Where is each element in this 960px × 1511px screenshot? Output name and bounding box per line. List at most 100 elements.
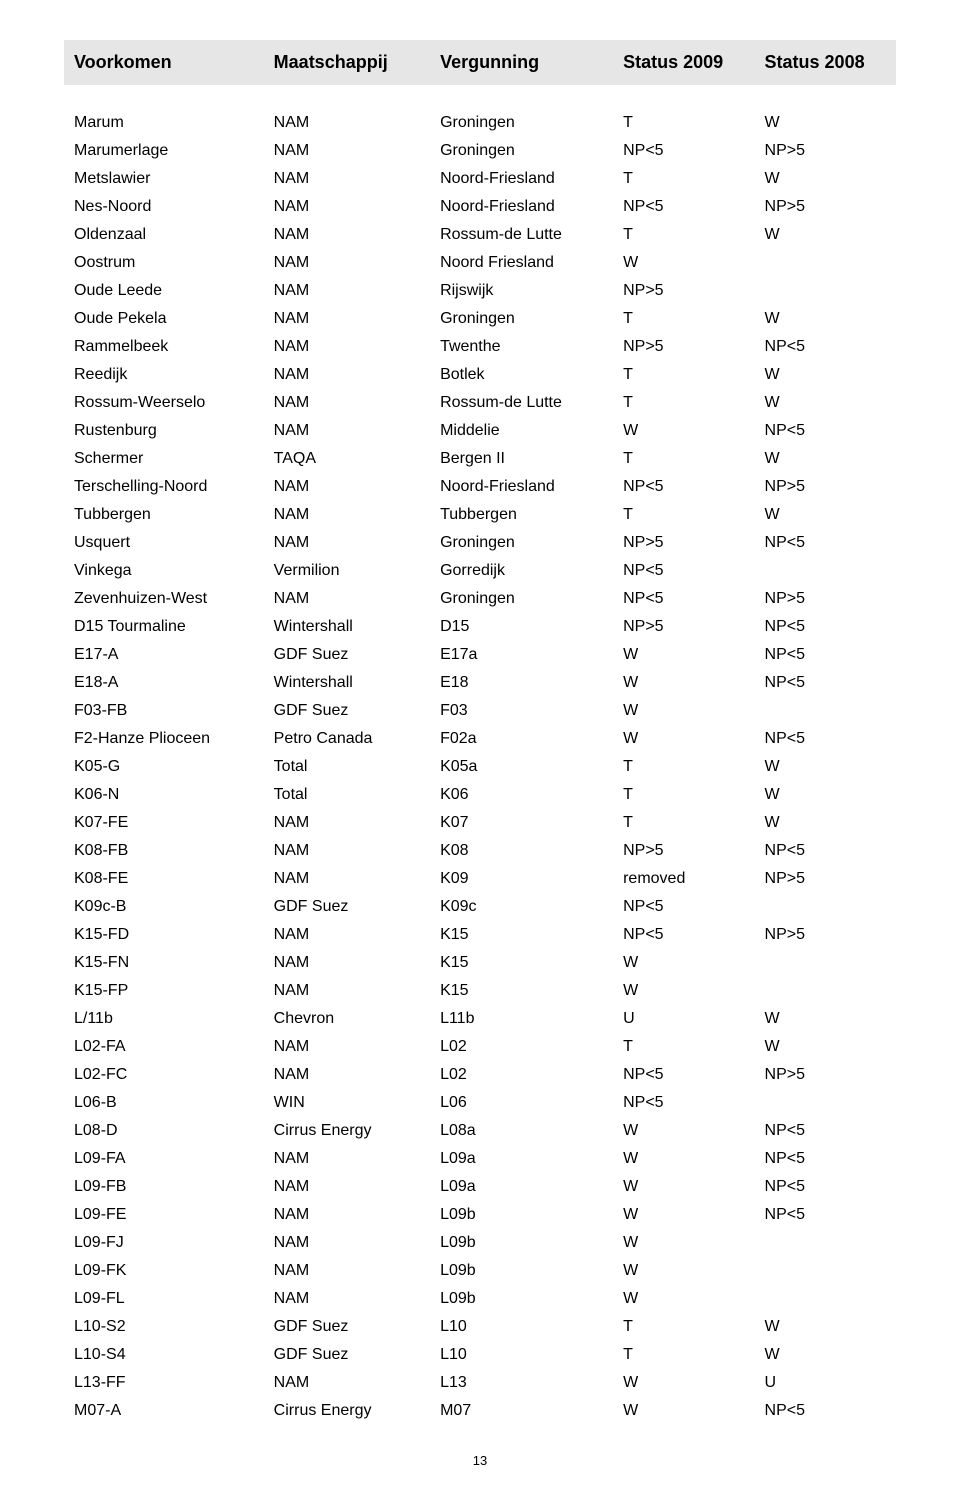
table-cell: W <box>755 1341 896 1369</box>
table-row: L02-FCNAML02NP<5NP>5 <box>64 1061 896 1089</box>
table-cell: Reedijk <box>64 361 264 389</box>
table-cell: L09a <box>430 1145 613 1173</box>
table-cell: T <box>613 501 754 529</box>
spacer-row <box>64 85 896 109</box>
table-row: M07-ACirrus EnergyM07WNP<5 <box>64 1397 896 1425</box>
table-cell: L/11b <box>64 1005 264 1033</box>
table-cell <box>755 1229 896 1257</box>
table-row: OostrumNAMNoord FrieslandW <box>64 249 896 277</box>
table-row: Terschelling-NoordNAMNoord-FrieslandNP<5… <box>64 473 896 501</box>
table-row: E17-AGDF SuezE17aWNP<5 <box>64 641 896 669</box>
table-row: K08-FENAMK09removedNP>5 <box>64 865 896 893</box>
table-cell: NP<5 <box>613 1061 754 1089</box>
table-cell: NAM <box>264 1257 430 1285</box>
table-cell: Oldenzaal <box>64 221 264 249</box>
table-cell: W <box>755 809 896 837</box>
table-cell: W <box>755 361 896 389</box>
table-cell: K07 <box>430 809 613 837</box>
table-cell: NAM <box>264 585 430 613</box>
table-cell: Noord-Friesland <box>430 473 613 501</box>
table-cell: M07 <box>430 1397 613 1425</box>
table-cell: T <box>613 109 754 137</box>
table-cell: W <box>755 753 896 781</box>
table-cell: Chevron <box>264 1005 430 1033</box>
table-cell: L09-FL <box>64 1285 264 1313</box>
table-cell: W <box>613 669 754 697</box>
table-cell: NAM <box>264 1229 430 1257</box>
table-cell: W <box>613 977 754 1005</box>
table-cell: Gorredijk <box>430 557 613 585</box>
table-cell: NP>5 <box>755 585 896 613</box>
table-cell: L10 <box>430 1341 613 1369</box>
table-cell: Groningen <box>430 529 613 557</box>
table-row: K06-NTotalK06TW <box>64 781 896 809</box>
table-cell: L06 <box>430 1089 613 1117</box>
table-cell <box>755 893 896 921</box>
table-cell: K08-FB <box>64 837 264 865</box>
table-cell: K05-G <box>64 753 264 781</box>
table-cell: NP<5 <box>613 557 754 585</box>
table-row: F03-FBGDF SuezF03W <box>64 697 896 725</box>
table-cell: Nes-Noord <box>64 193 264 221</box>
table-row: UsquertNAMGroningenNP>5NP<5 <box>64 529 896 557</box>
table-cell: GDF Suez <box>264 697 430 725</box>
table-cell: L09-FJ <box>64 1229 264 1257</box>
table-cell: W <box>613 697 754 725</box>
table-cell: L09b <box>430 1229 613 1257</box>
table-row: Rossum-WeerseloNAMRossum-de LutteTW <box>64 389 896 417</box>
table-row: Oude LeedeNAMRijswijkNP>5 <box>64 277 896 305</box>
table-cell: NP>5 <box>755 921 896 949</box>
table-cell: D15 Tourmaline <box>64 613 264 641</box>
table-cell: NAM <box>264 249 430 277</box>
table-cell: NP<5 <box>755 1173 896 1201</box>
table-cell <box>755 249 896 277</box>
table-row: L09-FKNAML09bW <box>64 1257 896 1285</box>
table-row: L09-FJNAML09bW <box>64 1229 896 1257</box>
table-cell: NAM <box>264 1285 430 1313</box>
table-cell: L09-FB <box>64 1173 264 1201</box>
page-number: 13 <box>64 1453 896 1468</box>
table-cell: NAM <box>264 977 430 1005</box>
table-cell: T <box>613 361 754 389</box>
table-cell: NAM <box>264 1061 430 1089</box>
table-cell: Cirrus Energy <box>264 1117 430 1145</box>
table-cell: K07-FE <box>64 809 264 837</box>
table-cell: NAM <box>264 1201 430 1229</box>
table-cell: NAM <box>264 277 430 305</box>
table-cell: GDF Suez <box>264 1341 430 1369</box>
table-cell: E18 <box>430 669 613 697</box>
table-row: F2-Hanze PlioceenPetro CanadaF02aWNP<5 <box>64 725 896 753</box>
table-cell: W <box>613 1397 754 1425</box>
table-cell <box>755 1089 896 1117</box>
table-cell: W <box>613 417 754 445</box>
table-cell: L09-FA <box>64 1145 264 1173</box>
table-cell: W <box>755 1005 896 1033</box>
table-cell: Noord Friesland <box>430 249 613 277</box>
table-row: L06-BWINL06NP<5 <box>64 1089 896 1117</box>
table-row: L13-FFNAML13WU <box>64 1369 896 1397</box>
table-cell: Botlek <box>430 361 613 389</box>
table-cell: Terschelling-Noord <box>64 473 264 501</box>
table-row: L09-FANAML09aWNP<5 <box>64 1145 896 1173</box>
table-cell: NAM <box>264 193 430 221</box>
table-cell: NP<5 <box>755 1201 896 1229</box>
table-row: K15-FPNAMK15W <box>64 977 896 1005</box>
table-cell: NP>5 <box>613 613 754 641</box>
table-row: MarumNAMGroningenTW <box>64 109 896 137</box>
table-cell: Vinkega <box>64 557 264 585</box>
table-row: K08-FBNAMK08NP>5NP<5 <box>64 837 896 865</box>
table-cell: NAM <box>264 949 430 977</box>
table-row: K15-FDNAMK15NP<5NP>5 <box>64 921 896 949</box>
table-cell: Noord-Friesland <box>430 165 613 193</box>
table-cell: NP<5 <box>613 921 754 949</box>
table-row: TubbergenNAMTubbergenTW <box>64 501 896 529</box>
table-cell: NP<5 <box>755 1397 896 1425</box>
table-cell: L10-S4 <box>64 1341 264 1369</box>
table-cell: Usquert <box>64 529 264 557</box>
table-cell: Bergen II <box>430 445 613 473</box>
table-cell: NP>5 <box>755 473 896 501</box>
table-cell: NP<5 <box>755 669 896 697</box>
table-cell: NP>5 <box>613 837 754 865</box>
table-cell: Zevenhuizen-West <box>64 585 264 613</box>
table-row: L09-FENAML09bWNP<5 <box>64 1201 896 1229</box>
